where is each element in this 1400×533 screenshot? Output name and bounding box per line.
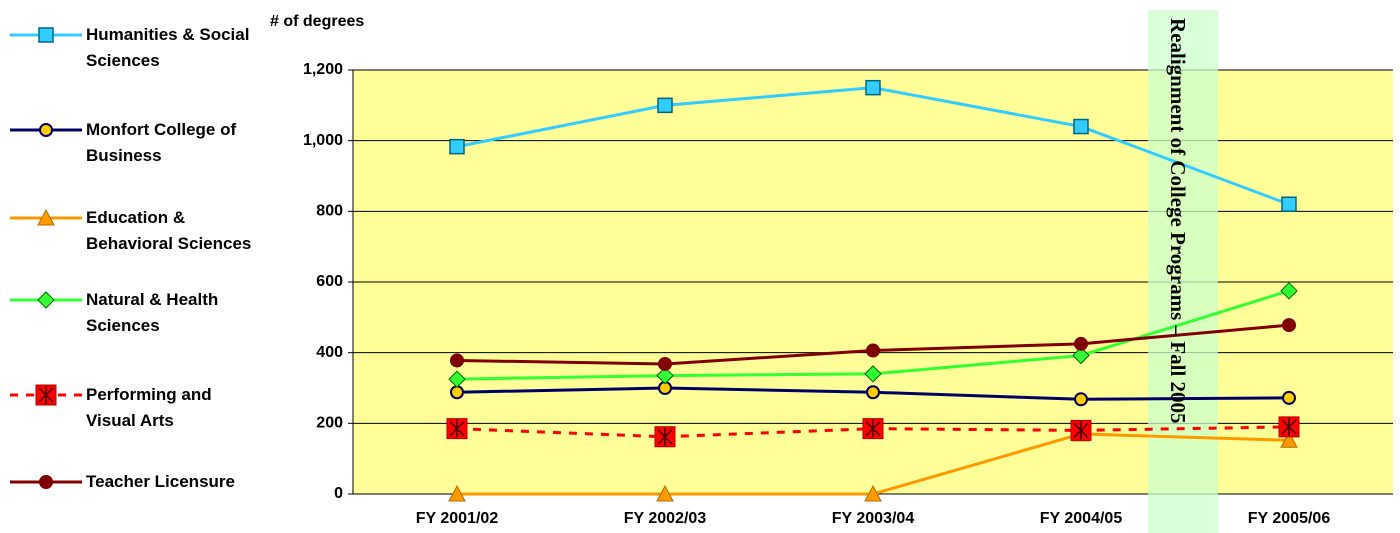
x-tick-label: FY 2001/02	[416, 510, 499, 527]
marker-circle	[39, 123, 53, 137]
marker	[39, 123, 53, 137]
y-tick-label: 200	[316, 415, 343, 432]
marker	[1281, 196, 1297, 213]
marker-diamond	[656, 366, 674, 385]
marker	[37, 208, 55, 226]
annotation-band	[1148, 10, 1218, 533]
y-axis-label: # of degrees	[270, 13, 364, 30]
marker-diamond	[864, 365, 882, 383]
marker	[39, 475, 53, 489]
marker	[1074, 336, 1088, 351]
marker-square	[657, 97, 673, 114]
marker-triangle	[864, 484, 882, 502]
marker	[1278, 416, 1300, 438]
marker-asterisk	[449, 419, 465, 438]
marker	[1282, 390, 1296, 405]
x-tick-label: FY 2003/04	[832, 510, 915, 527]
marker	[865, 79, 881, 96]
marker	[449, 138, 465, 155]
marker	[864, 484, 882, 502]
legend-label: Monfort College of Business	[86, 120, 237, 165]
y-tick-label: 600	[316, 273, 343, 290]
y-tick-label: 1,200	[303, 61, 343, 78]
marker	[446, 418, 468, 440]
marker	[35, 384, 57, 406]
x-tick-label: FY 2004/05	[1040, 510, 1123, 527]
marker	[1282, 318, 1296, 333]
marker-circle	[658, 356, 672, 371]
marker	[450, 385, 464, 400]
marker	[37, 291, 55, 309]
marker-diamond	[1072, 346, 1090, 365]
marker-asterisk	[1073, 421, 1089, 440]
marker	[1072, 346, 1090, 365]
marker-triangle	[448, 484, 466, 502]
marker	[657, 97, 673, 114]
marker	[658, 356, 672, 371]
marker-circle	[450, 385, 464, 400]
legend-label: Humanities & Social Sciences	[86, 25, 250, 70]
marker	[866, 343, 880, 358]
annotation: Realignment of College Programs – Fall 2…	[1166, 18, 1190, 424]
marker-diamond	[448, 370, 466, 388]
marker-circle	[1282, 318, 1296, 333]
marker	[654, 426, 676, 448]
marker	[1074, 392, 1088, 407]
marker-circle	[866, 385, 880, 400]
marker	[38, 27, 54, 43]
x-tick-label: FY 2002/03	[624, 510, 707, 527]
marker-asterisk	[38, 386, 54, 404]
y-tick-label: 0	[334, 485, 343, 502]
marker-triangle	[1280, 431, 1298, 448]
legend-label: Performing and Visual Arts	[86, 385, 212, 430]
marker-square	[865, 79, 881, 96]
marker	[1073, 118, 1089, 135]
y-tick-label: 1,000	[303, 132, 343, 149]
marker	[864, 365, 882, 383]
marker-circle	[450, 353, 464, 368]
marker-circle	[866, 343, 880, 358]
marker	[1280, 431, 1298, 448]
marker	[1280, 282, 1298, 300]
marker-diamond	[37, 291, 55, 309]
x-tick-label: FY 2005/06	[1248, 510, 1331, 527]
marker-square	[1073, 118, 1089, 135]
marker-circle	[1074, 392, 1088, 407]
y-tick-label: 800	[316, 203, 343, 220]
marker-asterisk	[1281, 417, 1297, 436]
marker-triangle	[37, 208, 55, 226]
marker-square	[449, 138, 465, 155]
marker-circle	[1074, 336, 1088, 351]
legend-label: Education & Behavioral Sciences	[86, 208, 252, 253]
legend-label: Natural & Health Sciences	[86, 290, 219, 335]
marker	[866, 385, 880, 400]
marker	[656, 484, 674, 502]
marker-square	[38, 27, 54, 43]
marker	[1070, 419, 1092, 441]
marker-triangle	[656, 484, 674, 502]
marker-circle	[1282, 390, 1296, 405]
marker-square	[1281, 196, 1297, 213]
marker-asterisk	[657, 427, 673, 446]
marker-circle	[39, 475, 53, 489]
y-tick-label: 400	[316, 344, 343, 361]
marker	[450, 353, 464, 368]
marker-asterisk	[865, 419, 881, 438]
legend-label: Teacher Licensure	[86, 472, 235, 491]
marker-diamond	[1280, 282, 1298, 300]
marker	[656, 366, 674, 385]
marker	[448, 484, 466, 502]
marker	[448, 370, 466, 388]
marker	[862, 418, 884, 440]
